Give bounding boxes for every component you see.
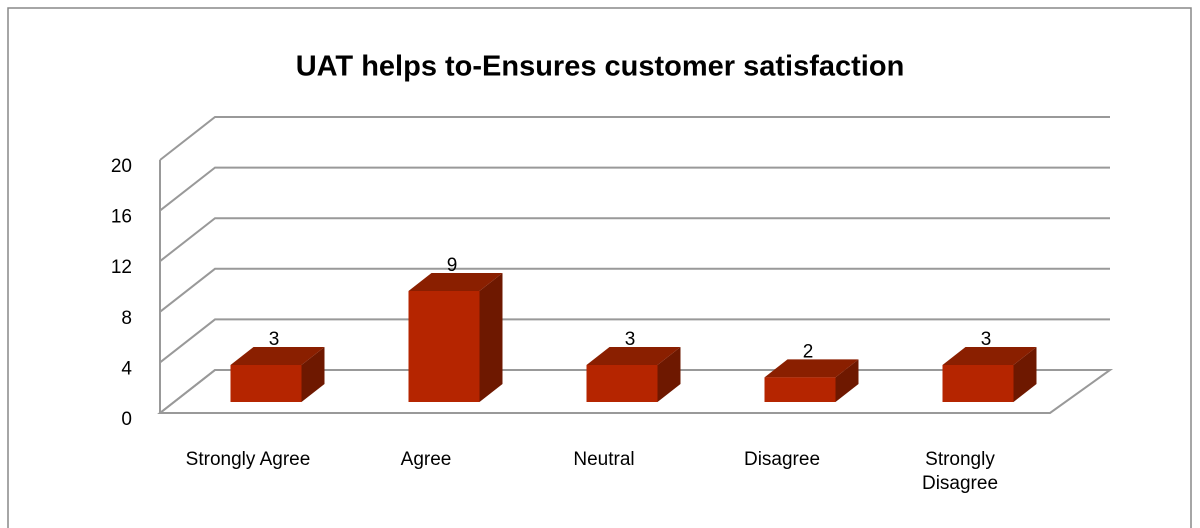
bar (764, 377, 836, 402)
bar (408, 290, 480, 402)
bar-top (764, 359, 859, 378)
bar (586, 364, 658, 402)
bar-side (835, 359, 859, 402)
y-tick-label: 20 (111, 156, 132, 177)
value-label: 2 (803, 341, 814, 362)
y-tick-label: 0 (121, 409, 132, 430)
grid-line (159, 267, 1110, 313)
bar-side (301, 346, 325, 402)
bar-side (479, 272, 503, 402)
y-tick-label: 12 (111, 257, 132, 278)
bar-side (1013, 346, 1037, 402)
value-label: 3 (981, 329, 992, 350)
x-tick-label: Strongly Agree (185, 449, 311, 470)
value-label: 3 (625, 329, 636, 350)
bar-top (586, 346, 681, 365)
y-tick-label: 16 (111, 207, 132, 228)
y-tick-label: 8 (121, 308, 132, 329)
chart-title: UAT helps to-Ensures customer satisfacti… (296, 51, 905, 83)
grid-line (159, 217, 1110, 262)
value-label: 9 (447, 255, 458, 276)
bar-side (657, 346, 681, 402)
grid-line (159, 318, 1110, 364)
x-tick-label: Agree (400, 449, 452, 470)
y-tick-label: 4 (121, 358, 132, 379)
x-tick-label: Neutral (573, 449, 635, 470)
grid-line (159, 116, 1110, 161)
grid-line (159, 166, 1110, 212)
value-label: 3 (269, 329, 280, 350)
x-tick-label: Strongly Disagree (921, 449, 999, 494)
bar-top (230, 346, 325, 365)
x-tick-label: Disagree (743, 449, 821, 470)
bar (230, 364, 302, 402)
bar (942, 364, 1014, 402)
bar-top (408, 272, 503, 291)
bar-top (942, 346, 1037, 365)
